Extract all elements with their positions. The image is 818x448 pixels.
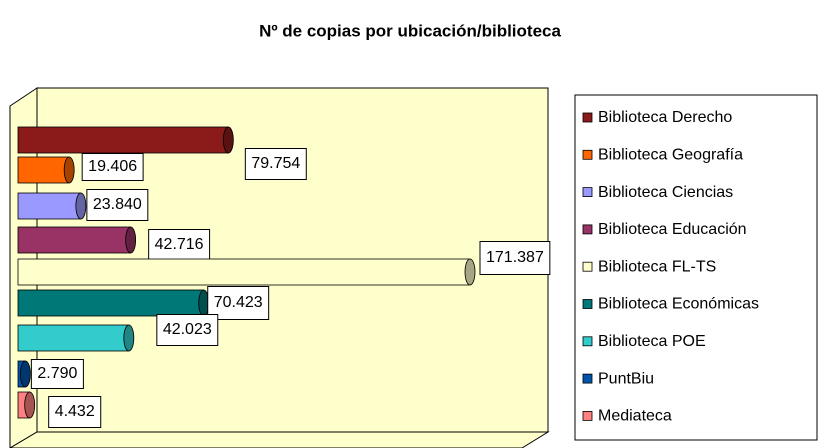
data-label: 2.790 [37,365,77,382]
legend-label: Biblioteca Educación [598,221,747,238]
bar [17,156,70,184]
bar-cap [24,391,36,419]
bar-cap [63,156,75,184]
data-label-box [48,396,102,428]
data-label: 70.423 [214,294,263,311]
bar [17,324,130,352]
legend-label: Biblioteca Ciencias [598,184,733,201]
legend-swatch [582,224,593,235]
bar [17,258,471,286]
data-label: 79.754 [251,155,300,172]
data-label-box [479,241,551,275]
data-label: 4.432 [55,403,95,420]
bar-cap [464,258,476,286]
data-label-box [244,148,307,180]
bar-cap [125,226,137,254]
bar [17,192,82,220]
data-label: 23.840 [93,196,142,213]
data-label-box [86,189,149,221]
bar [17,126,229,154]
legend-label: Mediateca [598,408,672,425]
legend-swatch [582,299,593,309]
legend-label: Biblioteca Geografía [598,147,743,164]
legend-label: Biblioteca Derecho [598,109,732,126]
data-label: 171.387 [486,249,544,266]
floor [9,431,550,448]
data-label-box [156,314,219,346]
data-label: 42.716 [155,236,204,253]
bar-cap [75,192,87,220]
data-label-box [81,153,144,181]
data-label-box [207,286,270,320]
legend-label: Biblioteca POE [598,333,706,350]
data-label: 19.406 [88,158,137,175]
legend-label: PuntBiu [598,370,654,387]
legend-label: Biblioteca FL-TS [598,258,716,275]
bar [17,226,132,254]
legend [574,94,818,441]
legend-swatch [582,149,593,160]
legend-swatch [582,261,593,272]
data-label-box [148,229,211,261]
bar [17,289,205,317]
legend-swatch [582,336,593,347]
legend-swatch [582,373,593,384]
chart-title: Nº de copias por ubicación/biblioteca [259,21,561,40]
data-label-box [30,359,84,389]
data-label: 42.023 [163,321,212,338]
bar-cap [19,360,31,388]
bar-cap [123,324,135,352]
legend-swatch [582,187,593,198]
legend-swatch [582,410,593,421]
bar-cap [222,126,234,154]
legend-label: Biblioteca Económicas [598,296,759,313]
legend-swatch [582,112,593,123]
